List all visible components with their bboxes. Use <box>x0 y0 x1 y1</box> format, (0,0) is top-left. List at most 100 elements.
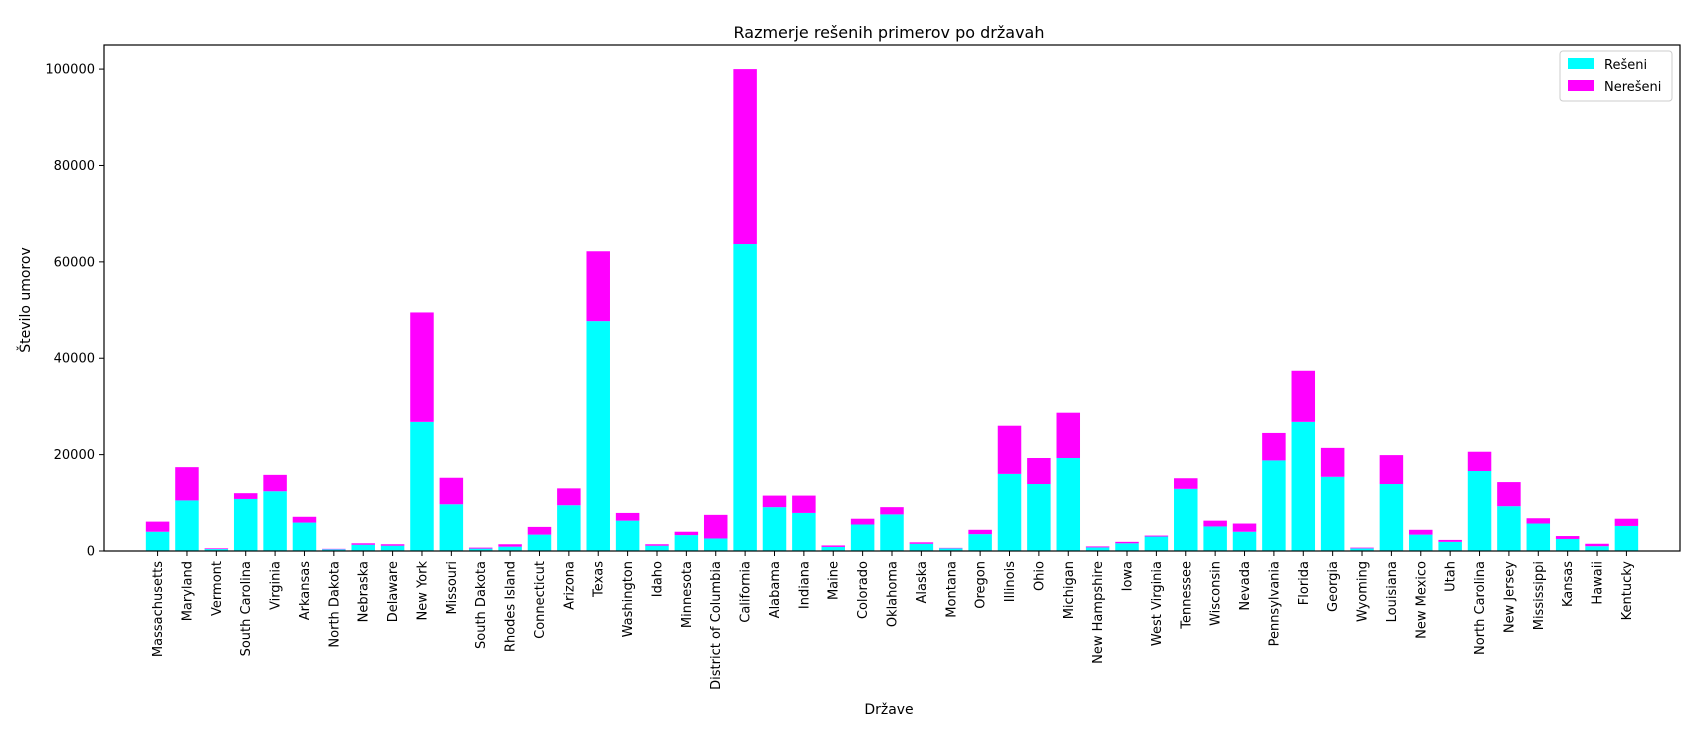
x-tick-label-missouri: Missouri <box>445 561 460 615</box>
x-tick-label-south-carolina: South Carolina <box>239 561 254 656</box>
x-tick-label-connecticut: Connecticut <box>533 561 548 639</box>
x-tick-label-ohio: Ohio <box>1032 561 1047 591</box>
x-tick-label-virginia: Virginia <box>269 561 284 610</box>
bar-resolved-oregon <box>968 534 992 551</box>
bar-unresolved-texas <box>586 251 610 322</box>
bar-unresolved-alabama <box>762 495 787 508</box>
bar-unresolved-nebraska <box>351 543 375 545</box>
bar-resolved-tennessee <box>1174 488 1198 551</box>
bar-unresolved-nevada <box>1232 523 1257 532</box>
bar-resolved-wyoming <box>1350 548 1374 551</box>
y-tick-label: 0 <box>87 545 95 560</box>
x-tick-label-new-hampshire: New Hampshire <box>1091 561 1106 664</box>
bar-resolved-new-york <box>410 421 434 551</box>
bar-resolved-montana <box>939 548 963 551</box>
bar-resolved-vermont <box>204 549 229 551</box>
x-tick-label-idaho: Idaho <box>650 561 665 597</box>
bar-unresolved-arizona <box>557 488 581 506</box>
x-tick-label-oklahoma: Oklahoma <box>886 561 901 627</box>
bar-resolved-alabama <box>762 507 787 551</box>
bar-unresolved-florida <box>1291 370 1316 422</box>
bar-resolved-south-dakota <box>468 548 493 551</box>
chart-title: Razmerje rešenih primerov po državah <box>734 23 1045 42</box>
x-tick-label-tennessee: Tennessee <box>1179 561 1194 630</box>
bar-resolved-utah <box>1438 541 1462 551</box>
bar-unresolved-missouri <box>439 477 464 505</box>
bar-resolved-south-carolina <box>233 498 258 551</box>
x-tick-label-washington: Washington <box>621 561 636 637</box>
x-tick-label-new-mexico: New Mexico <box>1414 561 1429 639</box>
bar-unresolved-rhodes-island <box>498 544 522 547</box>
bar-unresolved-delaware <box>380 544 405 546</box>
x-tick-label-west-virginia: West Virginia <box>1150 561 1165 646</box>
x-tick-label-illinois: Illinois <box>1003 561 1018 602</box>
x-tick-label-kentucky: Kentucky <box>1620 561 1635 621</box>
bar-resolved-illinois <box>997 473 1022 551</box>
bar-unresolved-louisiana <box>1379 455 1404 485</box>
bar-unresolved-new-york <box>410 312 434 422</box>
x-tick-label-nebraska: Nebraska <box>357 561 372 622</box>
bar-unresolved-new-jersey <box>1497 482 1521 507</box>
bar-unresolved-mississippi <box>1526 518 1551 524</box>
bar-resolved-nebraska <box>351 544 375 551</box>
bar-unresolved-arkansas <box>292 516 317 523</box>
bar-resolved-wisconsin <box>1203 526 1227 551</box>
x-tick-label-rhodes-island: Rhodes Island <box>504 561 519 652</box>
legend-label-resolved: Rešeni <box>1604 58 1647 73</box>
bar-resolved-florida <box>1291 421 1316 551</box>
bar-resolved-maine <box>821 546 845 551</box>
legend: Rešeni Nerešeni <box>1559 50 1673 102</box>
bar-resolved-delaware <box>380 545 405 551</box>
bar-resolved-washington <box>615 520 640 551</box>
bar-resolved-mississippi <box>1526 523 1551 551</box>
bar-unresolved-massachusetts <box>145 521 170 532</box>
bar-resolved-oklahoma <box>880 514 904 551</box>
legend-swatch-resolved <box>1568 58 1594 69</box>
bar-unresolved-south-dakota <box>468 547 493 549</box>
x-tick-label-oregon: Oregon <box>974 561 989 609</box>
x-tick-label-delaware: Delaware <box>386 561 401 622</box>
bar-resolved-arkansas <box>292 522 317 551</box>
bar-resolved-nevada <box>1232 531 1257 551</box>
x-tick-label-montana: Montana <box>944 561 959 618</box>
bar-unresolved-hawaii <box>1585 543 1609 547</box>
bar-unresolved-kansas <box>1555 536 1580 539</box>
bar-resolved-michigan <box>1056 457 1081 551</box>
bar-unresolved-alaska <box>909 542 934 544</box>
bar-unresolved-vermont <box>204 548 229 550</box>
bar-unresolved-west-virginia <box>1144 535 1169 537</box>
x-tick-label-new-york: New York <box>415 561 430 621</box>
bar-resolved-colorado <box>850 524 875 551</box>
bar-resolved-georgia <box>1320 476 1345 551</box>
x-tick-label-alabama: Alabama <box>768 561 783 618</box>
x-tick-label-utah: Utah <box>1444 561 1459 592</box>
bar-resolved-texas <box>586 321 610 551</box>
bar-unresolved-wisconsin <box>1203 520 1227 527</box>
bar-resolved-missouri <box>439 504 464 551</box>
x-tick-label-district-of-columbia: District of Columbia <box>709 561 724 690</box>
bar-resolved-pennsylvania <box>1262 460 1286 551</box>
bar-unresolved-pennsylvania <box>1262 432 1286 461</box>
x-tick-label-iowa: Iowa <box>1121 561 1136 591</box>
bar-unresolved-oklahoma <box>880 507 904 515</box>
y-axis-title: Število umorov <box>16 247 34 352</box>
legend-swatch-unresolved <box>1568 80 1594 91</box>
bar-unresolved-kentucky <box>1614 518 1639 526</box>
x-tick-label-mississippi: Mississippi <box>1532 561 1547 630</box>
bar-unresolved-south-carolina <box>233 493 258 499</box>
bar-resolved-connecticut <box>527 534 552 551</box>
bar-resolved-minnesota <box>674 535 699 551</box>
bar-unresolved-colorado <box>850 518 875 525</box>
y-tick-label: 40000 <box>54 352 95 367</box>
bar-unresolved-california <box>733 69 757 245</box>
bar-resolved-new-jersey <box>1497 506 1521 551</box>
bar-resolved-west-virginia <box>1144 536 1169 551</box>
x-tick-label-florida: Florida <box>1297 561 1312 605</box>
bar-resolved-arizona <box>557 505 581 551</box>
x-tick-label-texas: Texas <box>592 561 607 598</box>
bar-resolved-kansas <box>1555 538 1580 551</box>
x-tick-label-north-dakota: North Dakota <box>327 561 342 648</box>
bar-resolved-district-of-columbia <box>703 538 728 551</box>
bar-unresolved-ohio <box>1027 457 1051 485</box>
